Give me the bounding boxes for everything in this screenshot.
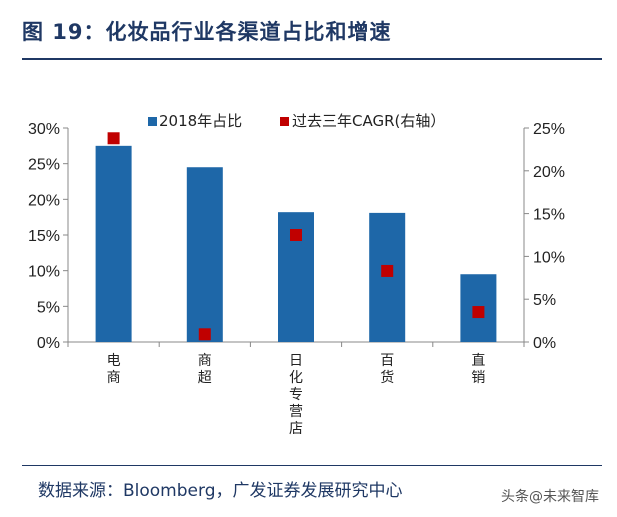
legend-swatch-marker — [280, 117, 289, 126]
title-rule — [22, 58, 602, 60]
right-tick-label: 20% — [533, 164, 565, 181]
left-tick-label: 15% — [28, 228, 60, 245]
category-label: 百 — [380, 353, 394, 369]
cagr-marker-4 — [472, 306, 485, 319]
bar-0 — [95, 145, 132, 342]
cagr-marker-0 — [107, 132, 120, 145]
category-label: 直 — [471, 352, 485, 369]
category-label: 商 — [198, 353, 212, 369]
cagr-marker-2 — [290, 229, 302, 241]
source-note: 数据来源：Bloomberg，广发证券发展研究中心 — [38, 481, 403, 501]
category-label: 化 — [289, 370, 303, 386]
category-label: 专 — [289, 387, 303, 403]
legend-swatch-bar — [148, 117, 157, 126]
legend-label-marker: 过去三年CAGR(右轴） — [292, 112, 445, 130]
left-tick-label: 30% — [28, 121, 60, 138]
cagr-marker-1 — [198, 328, 211, 341]
category-label: 超 — [198, 370, 212, 386]
right-tick-label: 10% — [533, 249, 565, 266]
category-label: 电 — [107, 353, 121, 369]
category-label: 店 — [289, 421, 303, 437]
right-tick-label: 15% — [533, 207, 565, 224]
category-label: 营 — [289, 404, 303, 420]
category-label: 货 — [380, 369, 394, 386]
source-rule — [22, 465, 602, 466]
left-tick-label: 25% — [28, 157, 60, 174]
cagr-marker-3 — [381, 264, 394, 277]
left-tick-label: 10% — [28, 264, 60, 281]
bar-1 — [186, 167, 223, 342]
category-label: 日 — [289, 353, 303, 369]
left-tick-label: 0% — [37, 335, 60, 352]
right-tick-label: 25% — [533, 121, 565, 138]
chart: 0%5%10%15%20%25%30%0%5%10%15%20%25%电商商超日… — [28, 112, 565, 437]
bar-3 — [369, 212, 406, 342]
left-tick-label: 20% — [28, 192, 60, 209]
category-label: 销 — [471, 370, 485, 386]
left-tick-label: 5% — [37, 299, 60, 316]
legend-label-bar: 2018年占比 — [159, 112, 242, 130]
watermark: 头条@未来智库 — [501, 489, 599, 505]
right-tick-label: 5% — [533, 292, 556, 309]
right-tick-label: 0% — [533, 335, 556, 352]
chart-title: 图 19：化妆品行业各渠道占比和增速 — [22, 20, 392, 44]
category-label: 商 — [107, 370, 121, 386]
